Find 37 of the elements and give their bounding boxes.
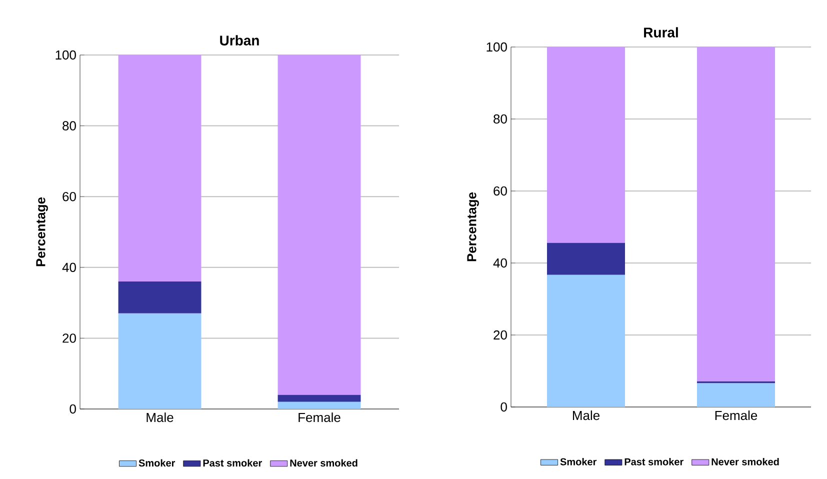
- bar: [547, 242, 625, 275]
- y-tick-label: 0: [70, 404, 76, 414]
- bar: [547, 46, 625, 243]
- bar: [118, 54, 202, 282]
- y-tick-label: 100: [486, 42, 507, 52]
- y-tick-label: 60: [494, 186, 507, 196]
- y-axis-title: Percentage: [36, 197, 48, 266]
- y-tick-label: 100: [56, 50, 76, 60]
- legend-label: Never smoked: [712, 458, 779, 466]
- y-tick-label: 20: [62, 334, 76, 343]
- chart-title: Rural: [644, 27, 678, 38]
- y-tick-label: 80: [494, 114, 507, 124]
- bar: [278, 54, 361, 395]
- legend-label: Never smoked: [290, 459, 358, 467]
- x-tick-label: Female: [715, 410, 758, 420]
- legend-label: Smoker: [138, 459, 176, 467]
- y-tick-label: 60: [62, 192, 76, 202]
- bar: [697, 383, 775, 407]
- bar: [118, 282, 202, 314]
- y-tick-label: 0: [500, 402, 507, 412]
- legend-label: Past smoker: [624, 458, 684, 466]
- x-tick-label: Female: [298, 412, 340, 422]
- y-tick-label: 40: [493, 258, 507, 268]
- bar: [118, 313, 202, 409]
- y-tick-label: 20: [494, 330, 507, 340]
- y-tick-label: 80: [62, 121, 76, 130]
- y-axis-title: Percentage: [467, 192, 479, 262]
- bar: [278, 394, 361, 402]
- bar: [697, 46, 775, 382]
- bar: [278, 402, 361, 409]
- legend-label: Smoker: [560, 458, 597, 466]
- legend-label: Past smoker: [203, 459, 262, 467]
- bar: [547, 274, 625, 407]
- x-tick-label: Male: [146, 412, 174, 422]
- chart-title: Urban: [220, 35, 259, 46]
- y-tick-label: 40: [62, 262, 76, 272]
- x-tick-label: Male: [572, 410, 600, 420]
